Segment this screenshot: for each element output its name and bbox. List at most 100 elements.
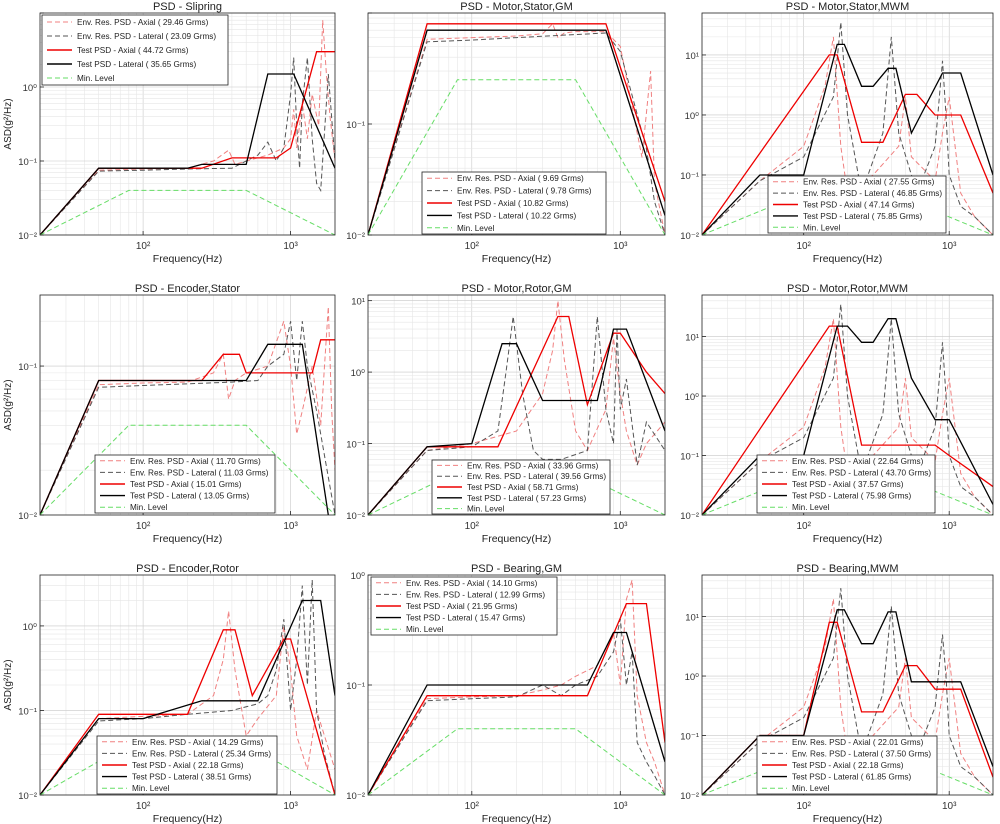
y-tick-label: 10⁻² [18,791,37,802]
y-tick-label: 10⁻¹ [680,171,699,182]
x-axis-label: Frequency(Hz) [153,533,222,545]
x-tick-label: 10³ [613,521,628,532]
series-line [40,306,335,515]
y-tick-label: 10⁻² [680,511,699,522]
legend-box [421,171,607,235]
series-line [702,598,993,795]
chart-title: PSD - Bearing,MWM [796,563,898,575]
series-line [702,588,993,795]
x-tick-label: 10² [465,521,480,532]
y-tick-label: 10⁻¹ [18,362,37,373]
legend-entry: Min. Level [406,625,443,634]
series-line [40,343,329,515]
y-tick-label: 10¹ [685,613,699,624]
y-tick-label: 10⁰ [23,83,38,94]
legend-entry: Env. Res. PSD - Lateral ( 37.50 Grms) [792,749,931,758]
psd-panel: 10² 10³ 10⁻² 10⁻¹ 10⁰ PSD - Encoder,Rotor Freq… [3,563,336,824]
legend-entry: Test PSD - Axial ( 22.18 Grms) [792,761,904,770]
y-tick-label: 10⁰ [685,111,700,122]
legend: Env. Res. PSD - Axial ( 33.96 Grms) Env. … [431,459,611,515]
legend: Env. Res. PSD - Axial ( 14.10 Grms) Env. … [370,576,558,636]
x-tick-label: 10³ [283,801,298,812]
y-tick-label: 10⁻² [18,231,37,242]
series-line [368,22,665,235]
psd-panel: 10² 10³ 10⁻² 10⁻¹ 10⁰ 10¹ PSD - Motor,Rotor,MW… [680,283,994,545]
legend-entry: Env. Res. PSD - Axial ( 27.55 Grms) [803,178,935,187]
series-line [368,23,665,235]
x-tick-label: 10³ [942,801,957,812]
y-tick-label: 10⁻¹ [346,440,365,451]
series-line [702,36,993,235]
series-line [368,631,665,795]
legend-entry: Test PSD - Lateral ( 15.47 Grms) [406,614,525,623]
chart-title: PSD - Motor,Stator,MWM [786,1,909,13]
series-line [368,471,665,515]
y-tick-label: 10¹ [685,333,699,344]
axes-frame [701,12,994,236]
axes-frame [39,12,336,236]
psd-panel: 10² 10³ 10⁻² 10⁻¹ PSD - Motor,Stator,GM Frequ… [346,1,666,265]
legend-entry: Min. Level [792,784,829,793]
x-tick-label: 10³ [613,241,628,252]
psd-panel: 10² 10³ 10⁻² 10⁻¹ PSD - Encoder,Stator Freque… [3,283,336,545]
legend-entry: Test PSD - Lateral ( 75.85 Grms) [803,212,922,221]
y-tick-label: 10¹ [685,51,699,62]
x-tick-label: 10³ [942,241,957,252]
y-tick-label: 10⁻¹ [18,706,37,717]
x-tick-label: 10² [136,241,151,252]
series-line [40,629,335,795]
x-axis-label: Frequency(Hz) [813,253,882,265]
legend-entry: Env. Res. PSD - Lateral ( 9.78 Grms) [457,187,592,196]
x-tick-label: 10³ [283,241,298,252]
psd-panel: 10² 10³ 10⁻² 10⁻¹ 10⁰ 10¹ PSD - Bearing,MWM Fre… [680,563,994,824]
y-tick-label: 10¹ [351,297,365,308]
legend-entry: Test PSD - Lateral ( 57.23 Grms) [467,494,586,503]
chart-title: PSD - Motor,Stator,GM [460,1,572,13]
psd-panel: 10² 10³ 10⁻² 10⁻¹ 10⁰ PSD - Slipring Frequency… [3,1,336,265]
series-line [40,189,335,235]
legend-entry: Env. Res. PSD - Axial ( 29.46 Grms) [77,18,209,27]
x-tick-label: 10³ [613,801,628,812]
legend: Env. Res. PSD - Axial ( 22.01 Grms) Env. … [756,735,938,795]
legend: Env. Res. PSD - Axial ( 27.55 Grms) Env. … [767,175,947,234]
y-tick-label: 10⁰ [351,368,366,379]
series-line [368,29,665,235]
series-line [368,300,665,515]
series-line [40,579,335,795]
legend-entry: Test PSD - Lateral ( 38.51 Grms) [132,773,251,782]
y-tick-label: 10⁻² [346,791,365,802]
series-line [702,318,993,515]
chart-title: PSD - Motor,Rotor,MWM [787,283,908,295]
legend-entry: Env. Res. PSD - Axial ( 9.69 Grms) [457,174,584,183]
y-tick-label: 10⁰ [351,571,366,582]
legend-entry: Env. Res. PSD - Lateral ( 43.70 Grms) [792,468,931,477]
series-line [40,321,335,515]
chart-title: PSD - Motor,Rotor,GM [461,283,571,295]
x-axis-label: Frequency(Hz) [482,533,551,545]
series-line [702,318,993,515]
x-tick-label: 10² [796,801,811,812]
legend-entry: Test PSD - Lateral ( 61.85 Grms) [792,773,911,782]
legend-entry: Env. Res. PSD - Lateral ( 11.03 Grms) [130,468,269,477]
axes-frame [39,294,336,516]
legend-entry: Env. Res. PSD - Axial ( 14.29 Grms) [132,738,264,747]
legend-entry: Min. Level [132,784,169,793]
legend-entry: Test PSD - Axial ( 37.57 Grms) [792,480,904,489]
legend-entry: Test PSD - Axial ( 22.18 Grms) [132,761,244,770]
legend: Env. Res. PSD - Axial ( 14.29 Grms) Env. … [96,735,278,795]
series-line [702,325,993,515]
y-axis-label: ASD(g²/Hz) [3,379,14,430]
legend-entry: Min. Level [457,224,494,233]
legend-entry: Test PSD - Lateral ( 13.05 Grms) [130,492,249,501]
series-line [368,728,665,795]
legend-entry: Test PSD - Axial ( 58.71 Grms) [467,483,579,492]
psd-panel: 10² 10³ 10⁻² 10⁻¹ 10⁰ 10¹ PSD - Motor,Stator,M… [680,1,994,265]
y-tick-label: 10⁻² [680,231,699,242]
series-line [40,73,335,235]
series-line [40,424,335,515]
x-axis-label: Frequency(Hz) [813,533,882,545]
legend-entry: Env. Res. PSD - Lateral ( 12.99 Grms) [406,590,545,599]
legend-entry: Env. Res. PSD - Axial ( 22.01 Grms) [792,738,924,747]
legend-entry: Env. Res. PSD - Axial ( 11.70 Grms) [130,457,261,466]
